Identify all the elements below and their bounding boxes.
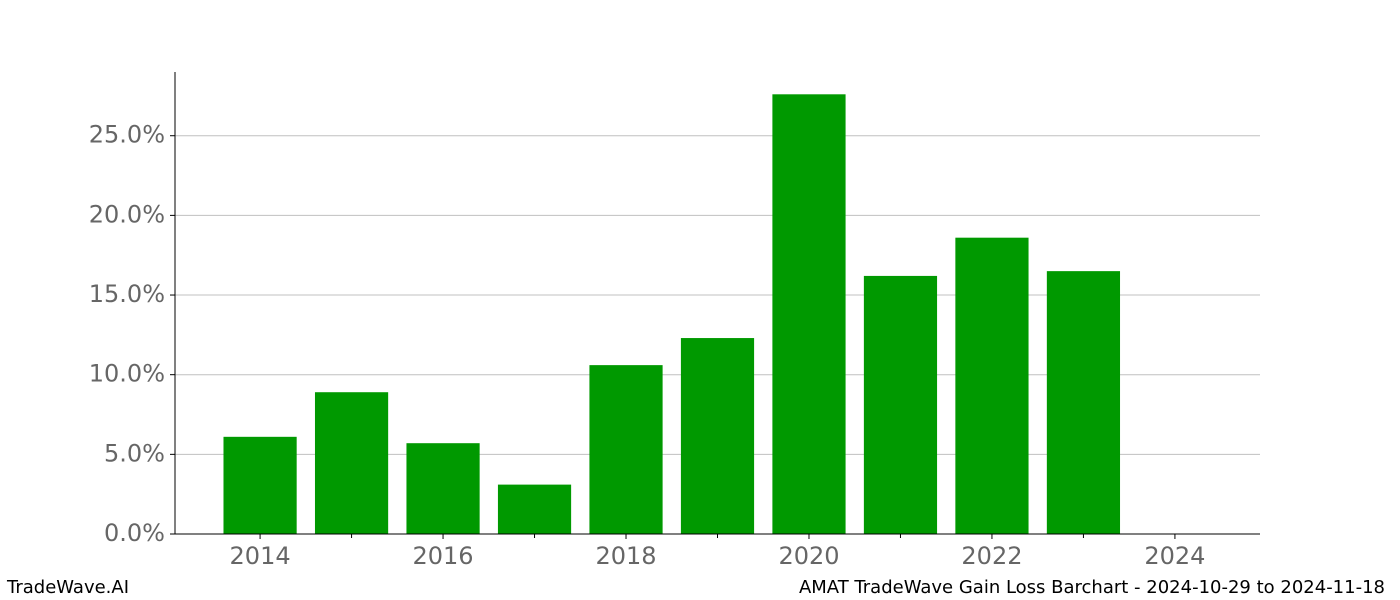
bar [863, 275, 938, 534]
bar [497, 484, 572, 534]
bar [406, 443, 480, 534]
y-tick-label: 20.0% [89, 200, 165, 228]
y-tick-label: 10.0% [89, 360, 165, 388]
y-tick-label: 0.0% [104, 519, 165, 547]
y-tick-label: 25.0% [89, 121, 165, 149]
bar [1046, 271, 1121, 534]
y-tick-label: 15.0% [89, 280, 165, 308]
x-tick-label: 2016 [413, 542, 474, 570]
bar [955, 237, 1029, 535]
x-tick-label: 2020 [778, 542, 839, 570]
y-tick-label: 5.0% [104, 439, 165, 467]
x-tick-label: 2022 [961, 542, 1022, 570]
bar [589, 365, 663, 534]
bar [314, 392, 389, 534]
x-tick-label: 2018 [595, 542, 656, 570]
x-tick-label: 2014 [230, 542, 291, 570]
bar [223, 436, 297, 534]
chart-title: AMAT TradeWave Gain Loss Barchart - 2024… [799, 577, 1385, 598]
watermark: TradeWave.AI [6, 577, 129, 598]
x-tick-label: 2024 [1144, 542, 1205, 570]
bar [680, 338, 755, 534]
bar [772, 94, 846, 534]
